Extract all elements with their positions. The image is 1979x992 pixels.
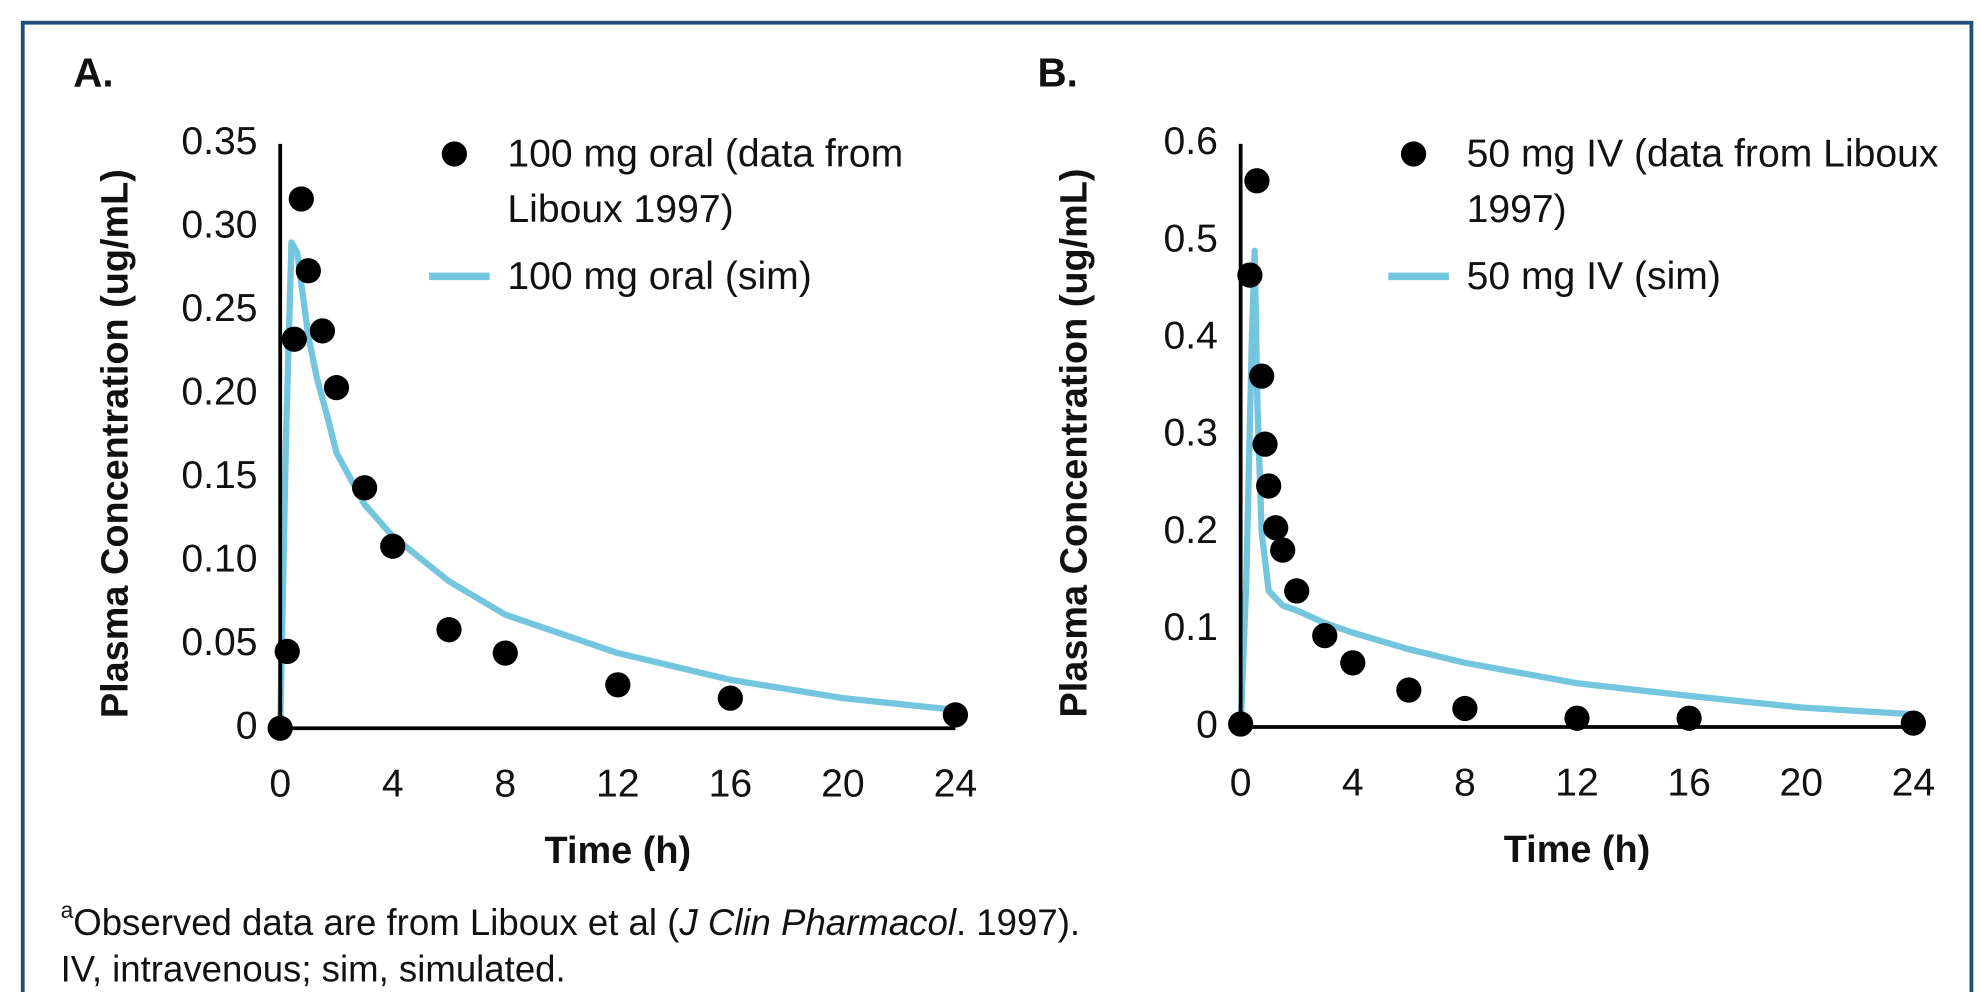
panel-label: A.: [73, 49, 113, 95]
y-tick-label: 0.05: [181, 621, 257, 664]
data-point: [351, 475, 378, 501]
data-point: [1256, 473, 1282, 499]
legend-marker: [441, 141, 467, 167]
data-point: [1237, 262, 1263, 288]
x-tick-label: 0: [1230, 761, 1252, 804]
y-axis-title: Plasma Concentration (ug/mL): [1054, 168, 1096, 717]
y-tick-label: 0.25: [181, 287, 257, 330]
data-point: [1228, 711, 1254, 737]
x-tick-label: 20: [1779, 761, 1823, 804]
y-tick-label: 0: [236, 705, 258, 748]
footnote-superscript: a: [61, 897, 74, 923]
data-point: [323, 375, 350, 401]
x-tick-label: 4: [382, 763, 404, 806]
data-point: [1340, 650, 1366, 676]
data-point: [274, 638, 300, 665]
data-point: [1564, 705, 1590, 731]
data-point: [1244, 168, 1270, 194]
legend-box: 100 mg oral (sim): [507, 253, 812, 298]
sim-line: [277, 239, 956, 729]
x-tick-label: 12: [1555, 761, 1599, 804]
y-tick-label: 0.5: [1164, 217, 1218, 260]
x-tick-label: 20: [821, 763, 865, 806]
legend-label: 50 mg IV (data from Liboux 1997): [1466, 131, 1939, 231]
data-point: [281, 326, 307, 352]
y-tick-label: 0.20: [181, 371, 257, 414]
x-tick-label: 24: [1892, 761, 1936, 804]
footnote-end: . 1997).: [956, 902, 1080, 943]
y-tick-label: 0.30: [181, 204, 257, 247]
legend-marker: [1400, 141, 1427, 167]
legend-box: 50 mg IV (data from Liboux 1997): [1466, 131, 1939, 231]
data-point: [717, 685, 743, 711]
footnote-line: IV, intravenous; sim, simulated.: [61, 948, 566, 989]
data-point: [1900, 710, 1926, 736]
legend-box: 100 mg oral (data from Liboux 1997): [507, 131, 904, 231]
data-point: [309, 318, 336, 344]
data-point: [1676, 705, 1702, 731]
data-point: [436, 617, 462, 643]
data-point: [1452, 695, 1478, 722]
y-tick-label: 0.1: [1164, 606, 1218, 649]
legend-label: 100 mg oral (sim): [507, 253, 812, 298]
y-tick-label: 0.35: [181, 120, 257, 163]
data-point: [1312, 622, 1338, 649]
x-tick-label: 12: [596, 763, 640, 806]
data-point: [1396, 677, 1422, 703]
legend-label: 50 mg IV (sim): [1466, 253, 1721, 298]
data-point: [942, 702, 969, 728]
x-tick-label: 16: [709, 763, 753, 806]
x-tick-label: 24: [934, 763, 978, 806]
y-tick-label: 0.4: [1164, 315, 1218, 358]
data-point: [492, 640, 518, 666]
data-point: [295, 258, 321, 284]
data-point: [1263, 515, 1289, 541]
footnote-journal: J Clin Pharmacol: [678, 902, 956, 943]
x-tick-label: 0: [269, 763, 291, 806]
y-axis-title: Plasma Concentration (ug/mL): [94, 169, 136, 718]
y-tick-label: 0.3: [1164, 412, 1218, 455]
data-point: [1249, 363, 1275, 389]
data-point: [605, 672, 631, 698]
data-point: [380, 533, 406, 559]
data-point: [267, 715, 293, 741]
x-tick-label: 4: [1342, 761, 1364, 804]
data-point: [1252, 431, 1278, 457]
frame: [20, 20, 1974, 992]
x-axis-title: Time (h): [545, 830, 692, 872]
footnote: aObserved data are from Liboux et al (J …: [61, 897, 1080, 943]
data-point: [1270, 537, 1296, 563]
y-tick-label: 0.15: [181, 454, 257, 497]
legend-box: 50 mg IV (sim): [1466, 253, 1721, 298]
y-tick-label: 0: [1196, 703, 1218, 746]
data-point: [1284, 578, 1310, 604]
y-tick-label: 0.10: [181, 538, 257, 581]
legend-label: 100 mg oral (data from Liboux 1997): [507, 131, 904, 231]
data-point: [288, 186, 314, 212]
x-tick-label: 8: [1454, 761, 1476, 804]
x-axis-title: Time (h): [1504, 829, 1651, 871]
panel-label: B.: [1037, 49, 1077, 95]
x-tick-label: 16: [1667, 761, 1711, 804]
x-tick-label: 8: [494, 763, 516, 806]
footnote-text: Observed data are from Liboux et al (: [73, 902, 679, 943]
y-tick-label: 0.6: [1164, 120, 1218, 163]
y-tick-label: 0.2: [1164, 509, 1218, 552]
